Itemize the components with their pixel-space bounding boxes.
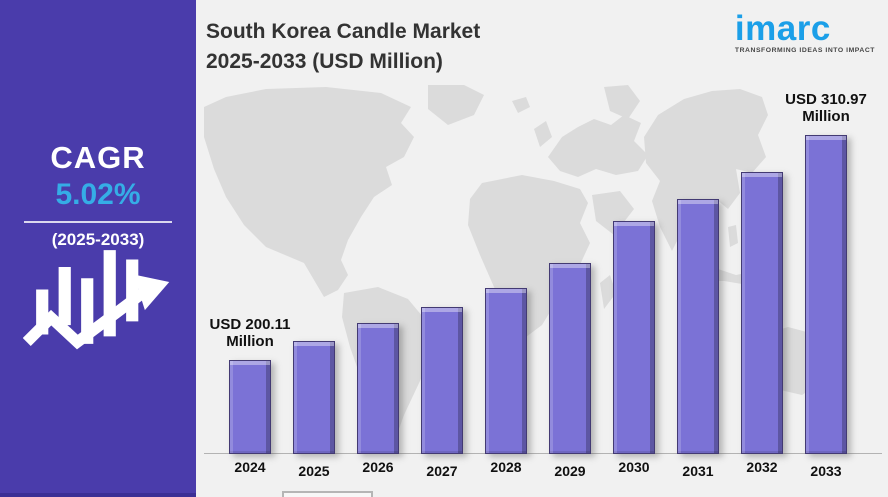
bar-2027 [421,307,463,454]
cagr-block: CAGR 5.02% (2025-2033) [0,140,196,250]
cagr-divider [24,221,172,223]
bar-2024 [229,360,271,454]
cagr-value: 5.02% [55,178,141,211]
x-axis-label-2030: 2030 [618,459,650,475]
chart-title-line2: 2025-2033 (USD Million) [206,50,443,73]
cagr-period: (2025-2033) [51,230,145,249]
bar-2030 [613,221,655,454]
bar-2033 [805,135,847,454]
bar-2031 [677,199,719,454]
x-axis-label-2024: 2024 [234,459,266,475]
imarc-logo: imarc TRANSFORMING IDEAS INTO IMPACT [734,9,875,54]
bar-2029 [549,263,591,454]
value-callout-2033: USD 310.97 Million [785,91,867,125]
legend-box-cropped [282,491,373,497]
imarc-logo-tagline: TRANSFORMING IDEAS INTO IMPACT [734,47,875,54]
x-axis-label-2027: 2027 [426,463,458,479]
chart-title: South Korea Candle Market 2025-2033 (USD… [206,17,480,77]
bar-2028 [485,288,527,454]
growth-bars-arrow-icon [22,248,173,368]
x-axis-line [204,453,882,454]
x-axis-label-2029: 2029 [554,463,586,479]
x-axis-label-2028: 2028 [490,459,522,475]
x-axis-label-2031: 2031 [682,463,714,479]
bar-2026 [357,323,399,454]
chart-panel: South Korea Candle Market 2025-2033 (USD… [196,0,888,497]
imarc-logo-wordmark: imarc [734,9,831,48]
value-callout-2024: USD 200.11 Million [209,316,291,350]
x-axis-label-2026: 2026 [362,459,394,475]
cagr-panel: CAGR 5.02% (2025-2033) [0,0,196,497]
bar-2025 [293,341,335,454]
bar-2032 [741,172,783,454]
x-axis-label-2032: 2032 [746,459,778,475]
chart-title-line1: South Korea Candle Market [206,20,481,43]
cagr-label: CAGR [50,140,146,175]
x-axis-label-2033: 2033 [810,463,842,479]
x-axis-label-2025: 2025 [298,463,330,479]
